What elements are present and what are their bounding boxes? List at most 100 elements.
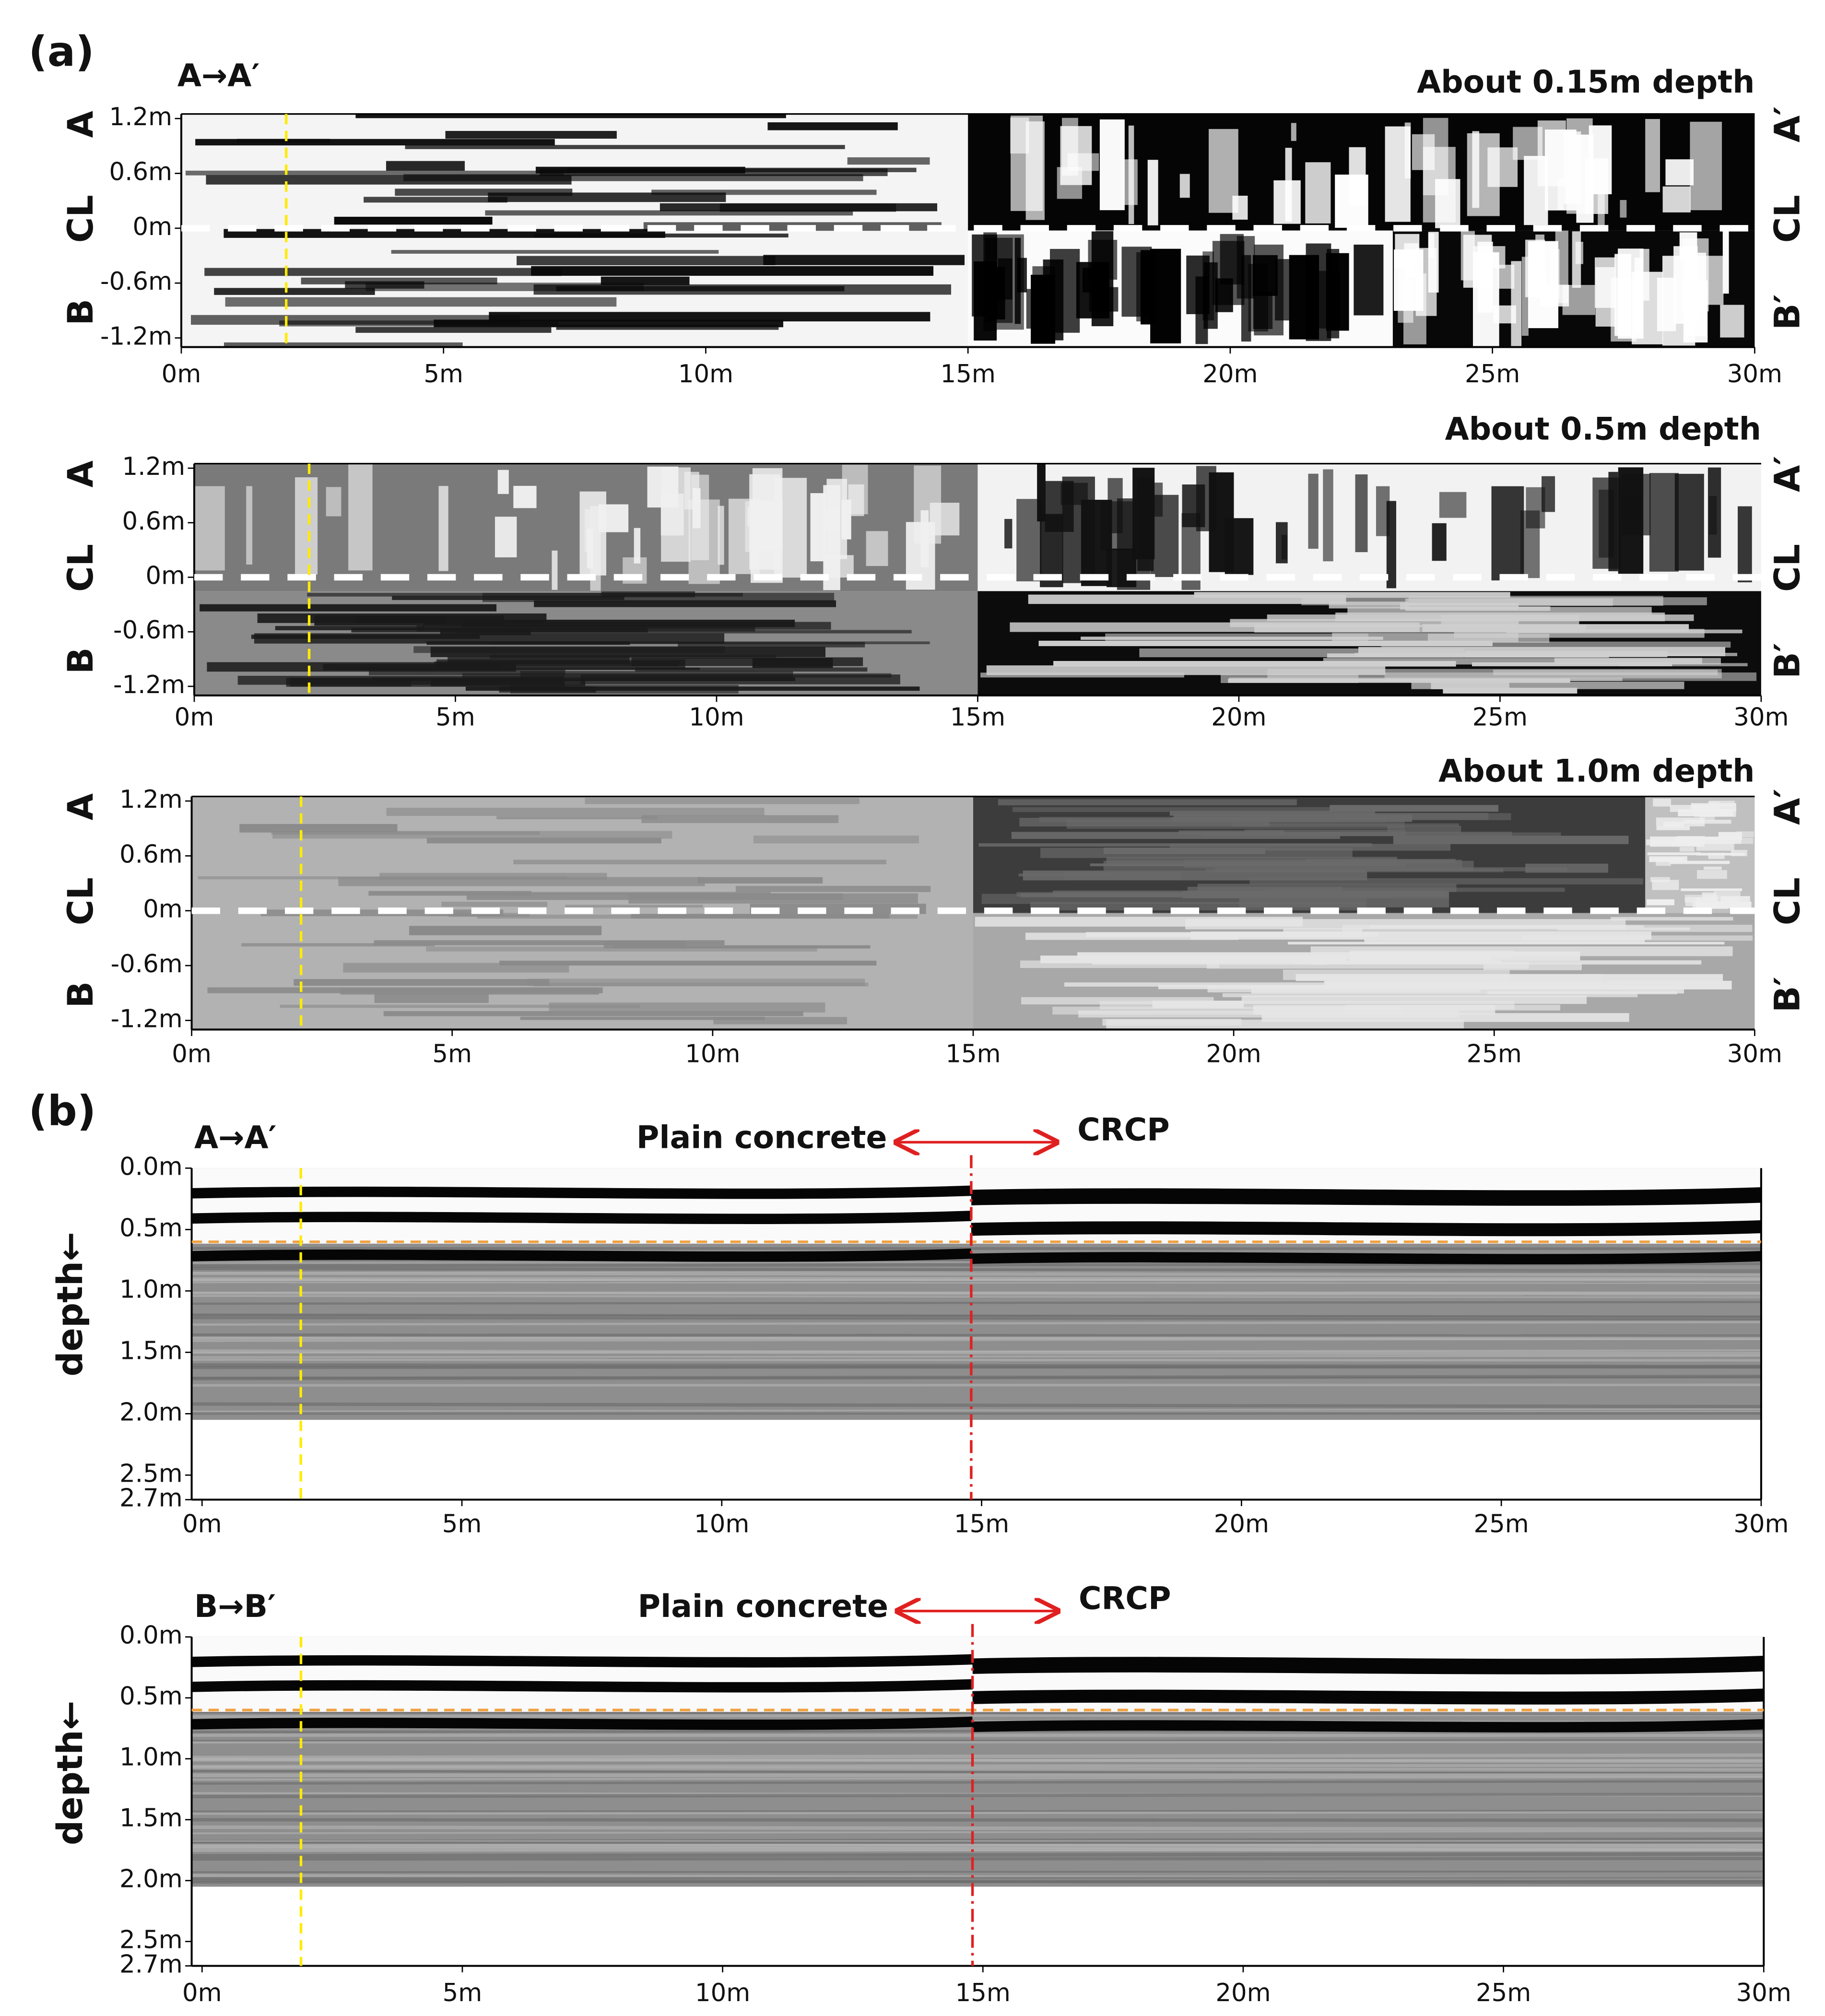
x-tick-label: 15m bbox=[950, 703, 1005, 731]
texture bbox=[1656, 826, 1690, 830]
texture bbox=[1632, 271, 1663, 344]
texture bbox=[497, 470, 509, 494]
texture bbox=[1194, 592, 1510, 598]
texture bbox=[426, 837, 661, 844]
texture bbox=[246, 486, 253, 565]
texture bbox=[1454, 629, 1705, 638]
texture bbox=[1099, 119, 1125, 211]
texture bbox=[1557, 178, 1564, 210]
texture bbox=[1062, 118, 1078, 176]
texture bbox=[191, 1211, 972, 1224]
texture bbox=[383, 1011, 803, 1016]
texture bbox=[343, 963, 569, 973]
gpr-slice bbox=[194, 463, 1761, 696]
texture bbox=[1355, 474, 1368, 553]
texture bbox=[1376, 486, 1390, 536]
texture bbox=[191, 1845, 1764, 1850]
texture bbox=[847, 157, 930, 165]
texture bbox=[810, 493, 826, 562]
texture bbox=[191, 1830, 1764, 1834]
texture bbox=[1679, 847, 1695, 852]
texture bbox=[661, 467, 691, 562]
texture bbox=[1665, 159, 1694, 186]
texture bbox=[1614, 254, 1632, 336]
texture bbox=[750, 904, 926, 914]
texture bbox=[1525, 863, 1608, 873]
texture bbox=[1645, 119, 1660, 192]
texture bbox=[1323, 469, 1333, 562]
texture bbox=[191, 1793, 1764, 1798]
texture bbox=[191, 1846, 1764, 1852]
texture bbox=[386, 808, 765, 816]
texture bbox=[368, 891, 531, 896]
texture bbox=[191, 1753, 1764, 1759]
y-tick-label: 2.7m bbox=[119, 1950, 183, 1979]
x-tick-label: 15m bbox=[941, 360, 996, 389]
texture bbox=[334, 216, 493, 225]
zone-label: CRCP bbox=[1077, 1112, 1169, 1148]
y-axis-label: depth← bbox=[50, 1232, 91, 1377]
side-label: B′ bbox=[1767, 977, 1808, 1013]
texture bbox=[191, 1878, 1764, 1885]
texture bbox=[1663, 821, 1684, 827]
gpr-slice bbox=[181, 114, 1755, 347]
texture bbox=[191, 1840, 1764, 1844]
texture bbox=[488, 192, 726, 202]
texture bbox=[1491, 486, 1524, 581]
panel-label: (b) bbox=[28, 1087, 96, 1135]
texture bbox=[191, 1825, 1764, 1831]
x-tick-label: 10m bbox=[695, 1979, 750, 2007]
x-tick-label: 20m bbox=[1206, 1039, 1261, 1068]
y-tick-label: 1.2m bbox=[109, 103, 173, 131]
texture bbox=[513, 485, 537, 508]
x-tick-label: 0m bbox=[175, 703, 214, 731]
texture bbox=[1690, 121, 1722, 211]
texture bbox=[1171, 817, 1267, 821]
texture bbox=[1016, 499, 1042, 582]
texture bbox=[466, 893, 843, 900]
texture bbox=[1493, 305, 1516, 324]
side-label: B bbox=[60, 648, 101, 674]
texture bbox=[191, 1248, 972, 1262]
route-label: A→A′ bbox=[194, 1120, 277, 1156]
y-tick-label: 0.6m bbox=[119, 840, 183, 869]
texture bbox=[214, 288, 375, 295]
texture bbox=[752, 658, 833, 668]
texture bbox=[997, 234, 1024, 330]
texture bbox=[998, 799, 1297, 806]
texture bbox=[426, 946, 817, 952]
texture bbox=[391, 250, 719, 254]
side-label: CL bbox=[1767, 877, 1808, 925]
texture bbox=[641, 815, 839, 823]
texture bbox=[1103, 847, 1266, 854]
texture bbox=[191, 1185, 972, 1199]
texture bbox=[1354, 244, 1384, 316]
texture bbox=[613, 945, 871, 949]
texture bbox=[1439, 492, 1467, 518]
y-tick-label: 0.6m bbox=[122, 507, 186, 536]
texture bbox=[1650, 877, 1670, 882]
texture bbox=[1649, 473, 1679, 572]
texture bbox=[549, 1002, 825, 1013]
y-tick-label: 1.5m bbox=[119, 1336, 183, 1365]
texture bbox=[326, 487, 341, 517]
y-tick-label: 2.0m bbox=[119, 1865, 183, 1894]
texture bbox=[763, 255, 965, 265]
texture bbox=[191, 315, 520, 325]
texture bbox=[1236, 236, 1255, 299]
texture bbox=[1004, 519, 1013, 549]
texture bbox=[280, 1004, 640, 1008]
texture bbox=[301, 277, 497, 284]
texture bbox=[1354, 653, 1738, 657]
texture bbox=[191, 1739, 1764, 1742]
texture bbox=[1179, 174, 1190, 198]
texture bbox=[556, 324, 779, 330]
texture bbox=[1415, 248, 1437, 316]
texture bbox=[499, 960, 877, 966]
texture bbox=[585, 798, 860, 804]
texture bbox=[599, 504, 629, 532]
texture bbox=[275, 626, 424, 631]
texture bbox=[1010, 622, 1420, 632]
texture bbox=[1662, 186, 1691, 212]
